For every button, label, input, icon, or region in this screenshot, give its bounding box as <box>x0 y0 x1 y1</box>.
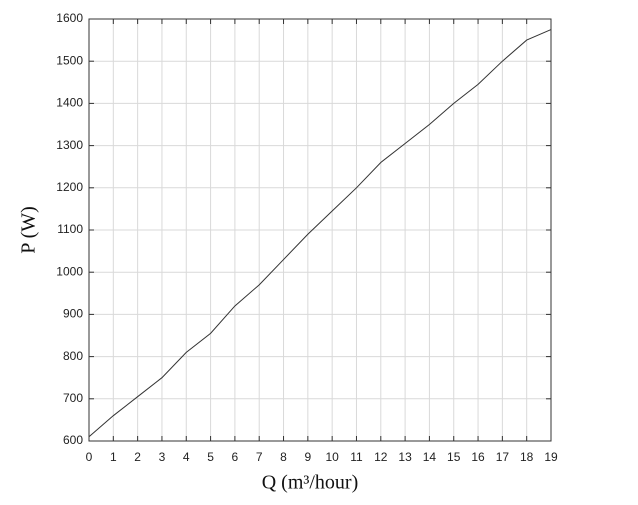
y-tick-label: 1500 <box>56 53 83 67</box>
y-axis-title: P (W) <box>18 206 40 254</box>
x-tick-label: 13 <box>398 450 412 464</box>
data-line <box>88 29 552 438</box>
x-tick-label: 7 <box>256 450 263 464</box>
x-tick-label: 18 <box>520 450 534 464</box>
y-tick-label: 1600 <box>56 11 83 25</box>
x-tick-label: 19 <box>544 450 558 464</box>
x-tick-label: 9 <box>304 450 311 464</box>
y-tick-label: 900 <box>63 307 83 321</box>
x-tick-label: 3 <box>159 450 166 464</box>
x-tick-label: 4 <box>183 450 190 464</box>
y-tick-label: 1300 <box>56 138 83 152</box>
x-tick-label: 2 <box>134 450 141 464</box>
y-tick-label: 800 <box>63 349 83 363</box>
y-tick-label: 600 <box>63 433 83 447</box>
x-tick-label: 17 <box>496 450 510 464</box>
x-tick-label: 8 <box>280 450 287 464</box>
x-tick-label: 10 <box>325 450 339 464</box>
plot-frame <box>88 18 552 442</box>
y-tick-label: 1000 <box>56 264 83 278</box>
y-tick-label: 700 <box>63 391 83 405</box>
x-tick-label: 0 <box>86 450 93 464</box>
y-tick-label: 1400 <box>56 96 83 110</box>
x-tick-label: 6 <box>232 450 239 464</box>
x-tick-label: 15 <box>447 450 461 464</box>
x-tick-label: 1 <box>110 450 117 464</box>
x-axis-title: Q (m³/hour) <box>262 472 359 494</box>
y-tick-label: 1100 <box>57 222 83 236</box>
x-tick-label: 14 <box>423 450 437 464</box>
x-tick-label: 5 <box>207 450 214 464</box>
x-tick-label: 11 <box>350 450 363 464</box>
y-tick-label: 1200 <box>56 180 83 194</box>
x-tick-label: 12 <box>374 450 388 464</box>
x-tick-label: 16 <box>471 450 485 464</box>
